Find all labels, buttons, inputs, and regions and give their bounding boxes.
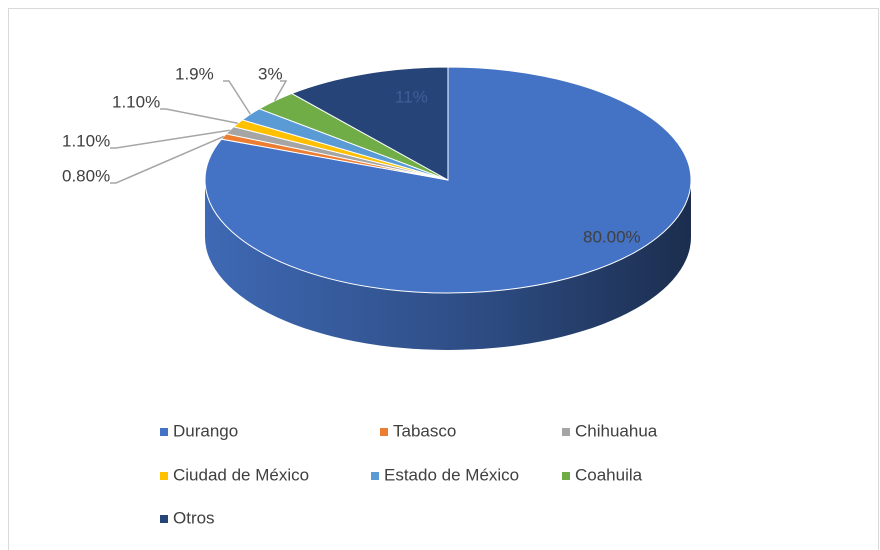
legend-swatch	[160, 428, 168, 436]
legend-swatch	[562, 472, 570, 480]
legend-swatch	[380, 428, 388, 436]
data-label: 1.10%	[62, 131, 110, 150]
data-label: 80.00%	[583, 227, 641, 246]
legend-swatch	[371, 472, 379, 480]
legend-label: Chihuahua	[575, 421, 658, 440]
data-label: 3%	[258, 64, 283, 83]
leader-line	[110, 135, 225, 184]
legend-label: Durango	[173, 421, 238, 440]
data-label: 11%	[395, 87, 428, 106]
data-label: 1.10%	[112, 92, 160, 111]
leader-line	[110, 129, 230, 149]
legend-label: Ciudad de México	[173, 465, 309, 484]
legend-swatch	[160, 472, 168, 480]
leader-line	[223, 80, 252, 115]
legend-swatch	[562, 428, 570, 436]
legend-label: Estado de México	[384, 465, 519, 484]
data-label: 0.80%	[62, 166, 110, 185]
slice	[290, 66, 449, 181]
legend-label: Coahuila	[575, 465, 643, 484]
slice	[204, 66, 692, 294]
leader-line	[274, 80, 288, 102]
leader-line	[160, 108, 238, 125]
side-shade	[205, 180, 691, 350]
data-label: 1.9%	[175, 64, 214, 83]
legend-swatch	[160, 515, 168, 523]
legend-label: Tabasco	[393, 421, 456, 440]
legend-label: Otros	[173, 508, 215, 527]
